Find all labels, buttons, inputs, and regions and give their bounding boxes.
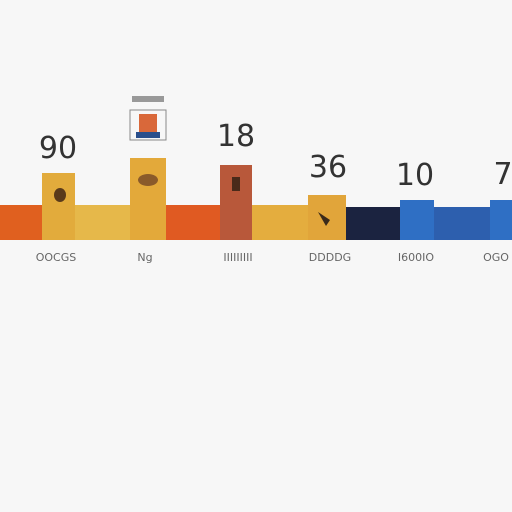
segment — [252, 205, 308, 240]
block — [490, 200, 512, 240]
number: 7 — [493, 157, 512, 192]
icon — [54, 96, 330, 226]
block — [130, 158, 166, 240]
label: OGO — [483, 251, 509, 264]
segment — [346, 207, 400, 240]
icon-top — [132, 96, 164, 102]
segment — [75, 205, 130, 240]
block — [42, 173, 75, 240]
number: 10 — [396, 158, 434, 193]
segment — [434, 207, 490, 240]
icon-emblem — [318, 212, 330, 226]
label: Ng — [137, 251, 152, 264]
number: 90 — [39, 131, 77, 166]
label: IIIIIIIII — [223, 251, 252, 264]
segment — [166, 205, 220, 240]
block — [308, 195, 346, 240]
band — [0, 158, 512, 240]
label: I600IO — [398, 251, 434, 264]
icon-base — [136, 132, 160, 138]
block — [220, 165, 252, 240]
icon-emblem — [138, 174, 158, 186]
label: OOCGS — [36, 251, 77, 264]
block — [400, 200, 434, 240]
icon-body — [139, 114, 157, 134]
icon-frame — [129, 109, 167, 141]
number: 36 — [309, 150, 347, 185]
icon-emblem — [232, 177, 240, 191]
number: 18 — [217, 119, 255, 154]
segment — [0, 205, 42, 240]
label: DDDDG — [309, 251, 351, 264]
icon-emblem — [54, 188, 66, 202]
